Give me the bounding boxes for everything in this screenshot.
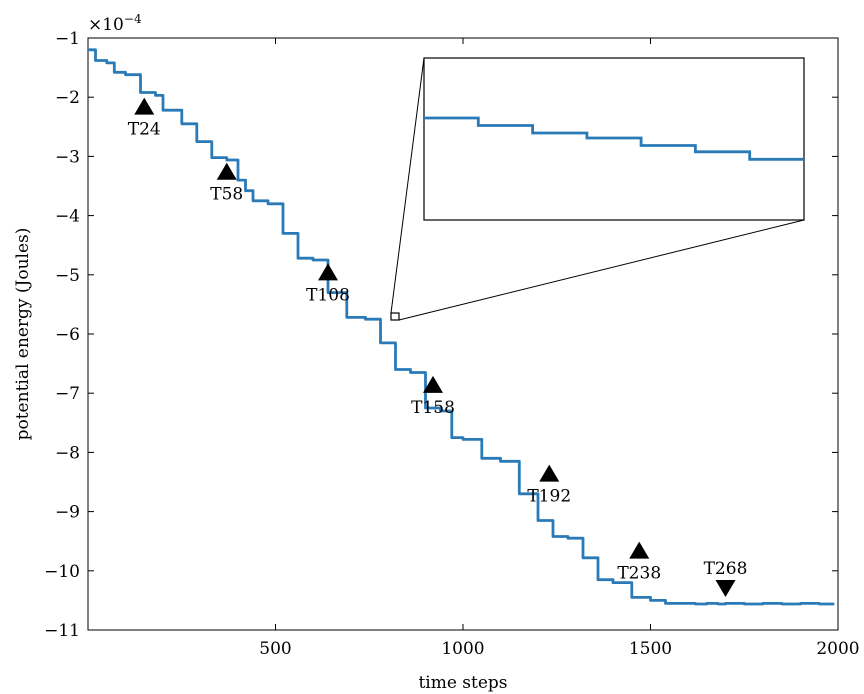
marker-triangle bbox=[216, 162, 237, 180]
marker-triangle bbox=[423, 375, 443, 393]
marker-triangle bbox=[318, 263, 338, 281]
x-axis-ticks: 500 1000 1500 2000 bbox=[259, 38, 860, 659]
y-tick-label: −9 bbox=[55, 503, 80, 523]
x-axis-label: time steps bbox=[418, 673, 507, 693]
y-tick-label: −6 bbox=[55, 325, 80, 345]
marker-triangle bbox=[134, 97, 155, 115]
marker-label: T24 bbox=[128, 120, 161, 140]
x-tick-label: 1500 bbox=[629, 639, 672, 659]
x-tick-label: 1000 bbox=[441, 639, 484, 659]
marker-label: T108 bbox=[306, 285, 350, 305]
x-tick-label: 2000 bbox=[816, 639, 859, 659]
y-tick-label: −1 bbox=[55, 29, 80, 49]
y-tick-label: −10 bbox=[44, 562, 80, 582]
marker-triangle bbox=[539, 464, 560, 482]
y-axis-label: potential energy (Joules) bbox=[13, 228, 33, 441]
inset-connector-bottom bbox=[398, 219, 805, 321]
marker-label: T58 bbox=[210, 185, 243, 205]
marker-triangle bbox=[629, 541, 650, 559]
y-axis-multiplier: ×10−4 bbox=[88, 12, 142, 35]
marker-label: T238 bbox=[617, 564, 661, 584]
series-line bbox=[88, 48, 835, 606]
zoom-source-box bbox=[390, 312, 400, 321]
y-tick-label: −3 bbox=[55, 147, 80, 167]
y-tick-label: −5 bbox=[55, 266, 80, 286]
event-markers: T24 T58 T108 T158 T192 T238 T268 bbox=[128, 97, 748, 598]
y-axis-ticks: −1 −2 −3 −4 −5 −6 −7 −8 −9 −10 −11 bbox=[44, 29, 838, 641]
x-tick-label: 500 bbox=[259, 639, 291, 659]
y-axis-multiplier-exponent: −4 bbox=[124, 12, 142, 26]
y-tick-label: −8 bbox=[55, 443, 80, 463]
y-tick-label: −2 bbox=[55, 88, 80, 108]
inset-connector-top bbox=[390, 57, 425, 314]
zoom-inset bbox=[390, 57, 805, 321]
marker-label: T268 bbox=[704, 559, 748, 579]
marker-label: T158 bbox=[411, 398, 455, 418]
y-tick-label: −11 bbox=[44, 621, 80, 641]
marker-triangle bbox=[715, 580, 736, 598]
y-tick-label: −7 bbox=[55, 384, 80, 404]
marker-label: T192 bbox=[527, 487, 571, 507]
y-tick-label: −4 bbox=[55, 207, 80, 227]
inset-line bbox=[424, 116, 804, 161]
